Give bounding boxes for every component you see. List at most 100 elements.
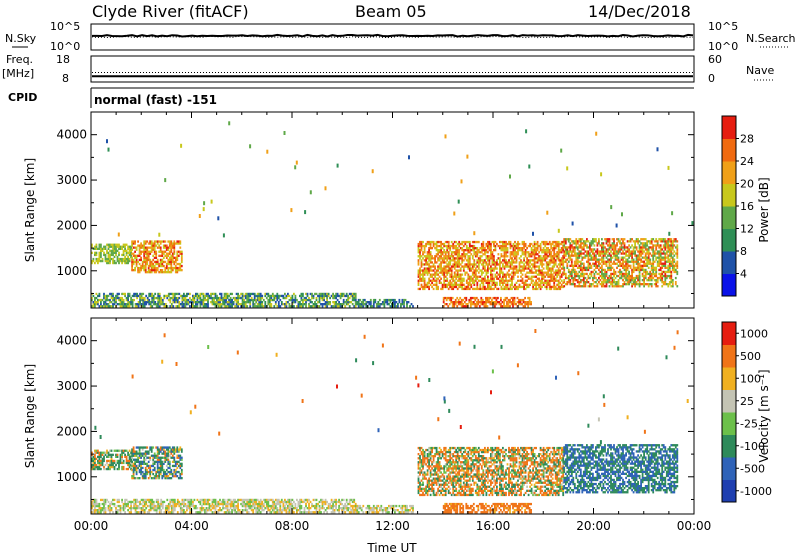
power-echo-cell (619, 248, 621, 251)
power-echo-cell (385, 301, 387, 304)
power-echo-cell (628, 250, 630, 253)
power-echo-cell (202, 303, 205, 306)
power-echo-cell (572, 264, 575, 267)
power-echo-cell (673, 240, 676, 243)
power-echo-cell (479, 283, 482, 286)
power-echo-cell (154, 292, 157, 296)
power-echo-cell (562, 263, 565, 266)
power-echo-cell (476, 259, 479, 262)
power-echo-cell (542, 275, 545, 278)
power-echo-cell (550, 279, 553, 282)
power-echo-cell (550, 261, 553, 264)
power-echo-cell (482, 271, 485, 274)
power-echo-cell (176, 262, 179, 266)
power-echo-cell (554, 285, 557, 289)
power-echo-cell (488, 296, 490, 300)
power-echo-cell (240, 305, 242, 308)
power-echo-cell (564, 252, 567, 255)
power-echo-cell (661, 266, 664, 269)
power-echo-cell (572, 283, 575, 286)
power-echo-cell (210, 292, 212, 296)
power-echo-cell (563, 279, 566, 282)
power-echo-cell (232, 303, 235, 306)
velocity-echo-cell (161, 452, 164, 455)
power-echo-cell (587, 268, 590, 272)
power-echo-cell (605, 285, 608, 288)
velocity-echo-cell (144, 454, 147, 457)
power-echo-cell (459, 283, 462, 286)
power-echo-cell (640, 264, 642, 267)
power-echo-cell (517, 269, 519, 272)
power-echo-cell (499, 257, 501, 260)
power-echo-cell (530, 263, 533, 266)
power-echo-cell (641, 268, 644, 272)
power-echo-cell (538, 269, 540, 272)
power-echo-cell (350, 301, 353, 304)
power-echo-cell (587, 258, 590, 261)
power-echo-cell (674, 268, 677, 272)
power-echo-cell (465, 265, 468, 268)
power-echo-cell (125, 249, 128, 252)
power-echo-cell (116, 294, 119, 298)
power-echo-cell (437, 244, 439, 248)
power-echo-cell (154, 301, 157, 304)
power-echo-cell (544, 251, 547, 254)
power-echo-cell (581, 256, 584, 259)
power-echo-cell (503, 259, 506, 262)
power-echo-cell (557, 228, 560, 233)
power-echo-cell (514, 271, 516, 274)
power-echo-cell (386, 303, 389, 306)
power-echo-cell (517, 279, 519, 282)
power-echo-cell (545, 240, 548, 244)
power-echo-cell (455, 247, 458, 250)
power-echo-cell (604, 276, 606, 280)
power-echo-cell (267, 292, 270, 296)
power-echo-cell (517, 251, 519, 254)
power-echo-cell (146, 258, 149, 262)
power-echo-cell (137, 269, 139, 272)
power-echo-cell (512, 298, 514, 302)
power-echo-cell (510, 301, 513, 304)
power-echo-cell (446, 257, 449, 260)
power-echo-cell (394, 298, 396, 302)
power-echo-cell (503, 261, 506, 264)
power-echo-cell (220, 296, 223, 300)
power-echo-cell (556, 240, 559, 244)
power-echo-cell (144, 260, 147, 264)
power-echo-cell (662, 238, 665, 241)
power-echo-cell (204, 296, 206, 300)
velocity-echo-cell (118, 449, 120, 452)
power-echo-cell (124, 303, 126, 306)
power-echo-cell (181, 301, 184, 304)
freq-left-tick-bottom: 8 (62, 72, 69, 85)
velocity-echo-cell (152, 458, 155, 461)
power-echo-cell (273, 296, 276, 300)
power-echo-cell (329, 296, 331, 300)
power-echo-cell (468, 275, 471, 278)
power-echo-cell (673, 250, 676, 253)
power-echo-cell (294, 301, 297, 304)
power-echo-cell (526, 263, 528, 266)
power-echo-cell (137, 294, 140, 298)
power-echo-cell (514, 244, 516, 248)
power-echo-cell (487, 263, 489, 266)
power-echo-cell (502, 265, 504, 268)
power-echo-cell (631, 238, 633, 241)
power-echo-cell (238, 303, 241, 306)
power-echo-cell (518, 283, 521, 286)
power-echo-cell (539, 263, 542, 266)
power-echo-cell (496, 283, 498, 286)
power-echo-cell (572, 281, 575, 284)
power-echo-cell (419, 287, 421, 291)
power-echo-cell (135, 256, 138, 259)
power-echo-cell (668, 246, 671, 249)
power-echo-cell (635, 260, 638, 263)
power-echo-cell (604, 262, 606, 265)
velocity-echo-cell (146, 470, 149, 474)
power-echo-cell (94, 296, 96, 300)
power-echo-cell (653, 244, 656, 247)
power-echo-cell (629, 254, 632, 257)
power-echo-cell (542, 240, 545, 244)
power-echo-cell (198, 294, 200, 298)
power-echo-cell (613, 244, 615, 247)
